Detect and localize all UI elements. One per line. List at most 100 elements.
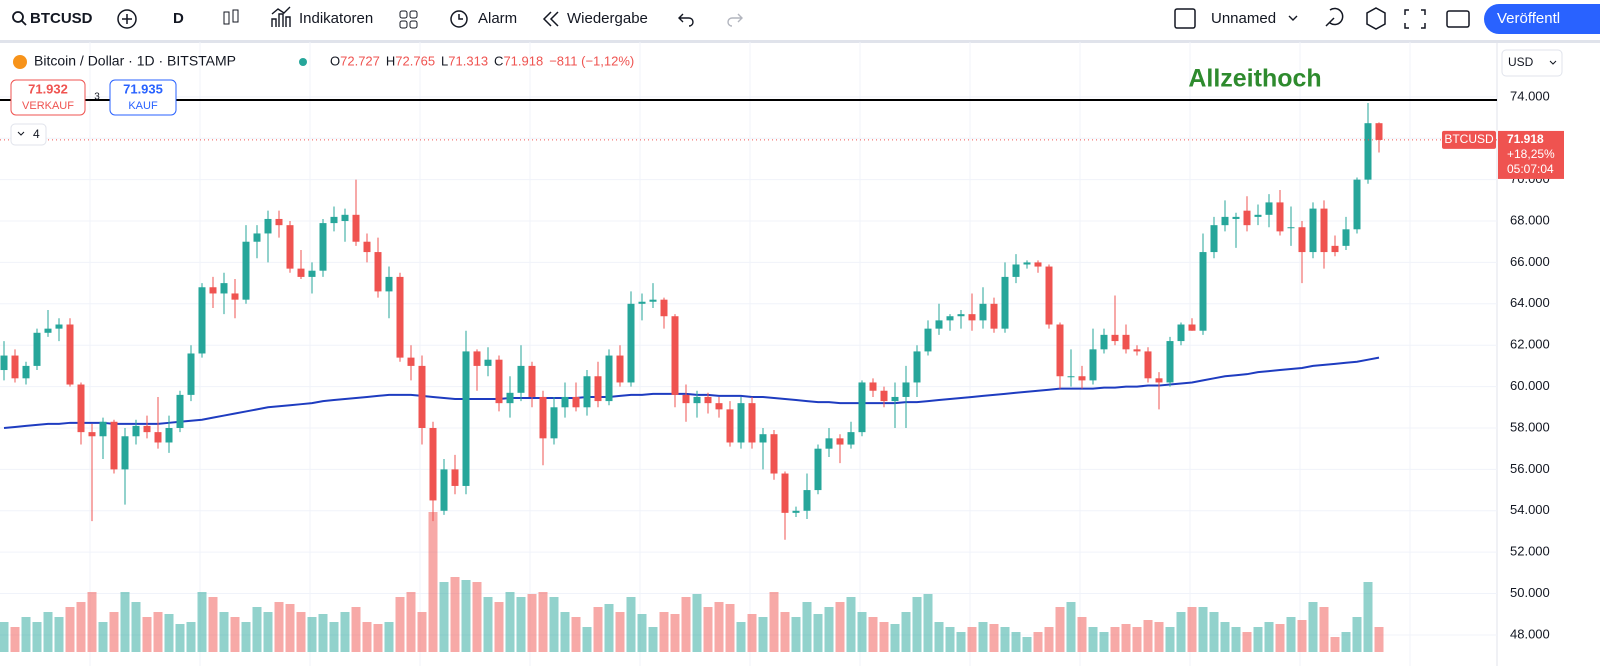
redo[interactable] [727, 13, 743, 27]
candle-body [1045, 266, 1053, 325]
candle-body [66, 324, 74, 385]
volume-bar [417, 612, 427, 652]
candle-body [330, 216, 338, 224]
candle-body [187, 353, 195, 395]
volume-bar [1220, 622, 1230, 652]
chart-type[interactable] [223, 9, 239, 25]
candle-body [44, 328, 52, 333]
y-tick-label: 56.000 [1510, 461, 1550, 476]
templates[interactable] [399, 10, 418, 29]
candle-body [1375, 123, 1383, 140]
volume-bar [835, 602, 845, 652]
alarm[interactable]: Alarm [450, 10, 517, 28]
y-tick-label: 60.000 [1510, 378, 1550, 393]
indicator-toggle[interactable] [10, 123, 47, 146]
volume-bar [692, 594, 702, 652]
replay-label: Wiedergabe [567, 10, 648, 27]
layout-name[interactable]: Unnamed [1211, 10, 1276, 27]
volume-bar [43, 612, 53, 652]
candle-body [341, 214, 349, 222]
volume-bar [1209, 612, 1219, 652]
volume-bar [1165, 627, 1175, 652]
volume-bar [1286, 617, 1296, 652]
volume-bar [868, 617, 878, 652]
replay[interactable]: Wiedergabe [542, 10, 648, 27]
y-tick-label: 54.000 [1510, 502, 1550, 517]
layout-icon[interactable] [1174, 8, 1196, 29]
sell-label: VERKAUF [22, 100, 74, 112]
indicator-count: 4 [33, 127, 40, 141]
undo[interactable] [678, 13, 694, 27]
volume-bar [1121, 624, 1131, 652]
candle-body [286, 225, 294, 269]
volume-bar [714, 602, 724, 652]
candle-icon [223, 11, 230, 25]
candle-body [1342, 229, 1350, 246]
candle-body [715, 403, 723, 410]
ath-label: Allzeithoch [1188, 65, 1321, 93]
interval[interactable]: D [173, 10, 184, 27]
volume-bar [1044, 627, 1054, 652]
add-symbol[interactable] [117, 9, 137, 29]
candle-body [770, 434, 778, 474]
y-tick-label: 66.000 [1510, 254, 1550, 269]
sell-box [10, 79, 86, 116]
volume-bar [54, 617, 64, 652]
volume-bar [1297, 620, 1307, 652]
buy-box [109, 79, 177, 116]
volume-bar [120, 592, 130, 652]
volume-bar [142, 617, 152, 652]
candle-body [627, 303, 635, 383]
ohlc-value: 72.765 [395, 53, 435, 68]
volume-bar [98, 622, 108, 652]
title: Bitcoin / Dollar · 1D · BITSTAMP [34, 53, 236, 69]
volume-bar [615, 612, 625, 652]
price-tag-countdown: 05:07:04 [1507, 162, 1554, 176]
layout-dropdown[interactable] [1288, 15, 1298, 21]
ohlc-value: 71.313 [448, 53, 488, 68]
volume-bar [571, 617, 581, 652]
candle-body [682, 394, 690, 404]
candle-body [418, 365, 426, 428]
volume-bar [1187, 607, 1197, 652]
volume-bar [208, 597, 218, 652]
indicators[interactable]: Indikatoren [271, 6, 373, 27]
candle-body [176, 394, 184, 428]
volume-bar [934, 622, 944, 652]
plus-icon [122, 14, 132, 24]
quick-search[interactable] [1325, 7, 1344, 27]
publish-button[interactable] [1484, 4, 1600, 34]
candle-body [803, 490, 811, 511]
candle-body [528, 365, 536, 397]
candle-body [836, 438, 844, 445]
candle-body [1199, 252, 1207, 331]
volume-bar [527, 594, 537, 652]
volume-bar [1099, 632, 1109, 652]
candle-body [638, 301, 646, 304]
volume-bar [1000, 627, 1010, 652]
candle-body [814, 448, 822, 491]
candle-body [495, 359, 503, 404]
candle-body [968, 314, 976, 321]
symbol-search[interactable]: BTCUSD [12, 10, 93, 27]
candle-body [1232, 216, 1240, 219]
indicator-toggle-icon [17, 131, 25, 136]
volume-bar [1143, 620, 1153, 652]
price-tag-value: 71.918 [1507, 132, 1544, 146]
ohlc-key: C [494, 53, 503, 68]
volume-bar [406, 592, 416, 652]
candle-body [308, 270, 316, 277]
sell-price: 71.932 [28, 81, 68, 96]
candle-body [110, 421, 118, 470]
y-tick-label: 74.000 [1510, 88, 1550, 103]
volume-bar [1154, 622, 1164, 652]
ohlc-key: H [386, 53, 395, 68]
status-dot [299, 58, 307, 66]
settings[interactable] [1366, 7, 1386, 30]
fullscreen[interactable] [1404, 9, 1426, 29]
candle-body [858, 382, 866, 433]
candle-body [22, 365, 30, 379]
snapshot[interactable] [1446, 10, 1470, 28]
